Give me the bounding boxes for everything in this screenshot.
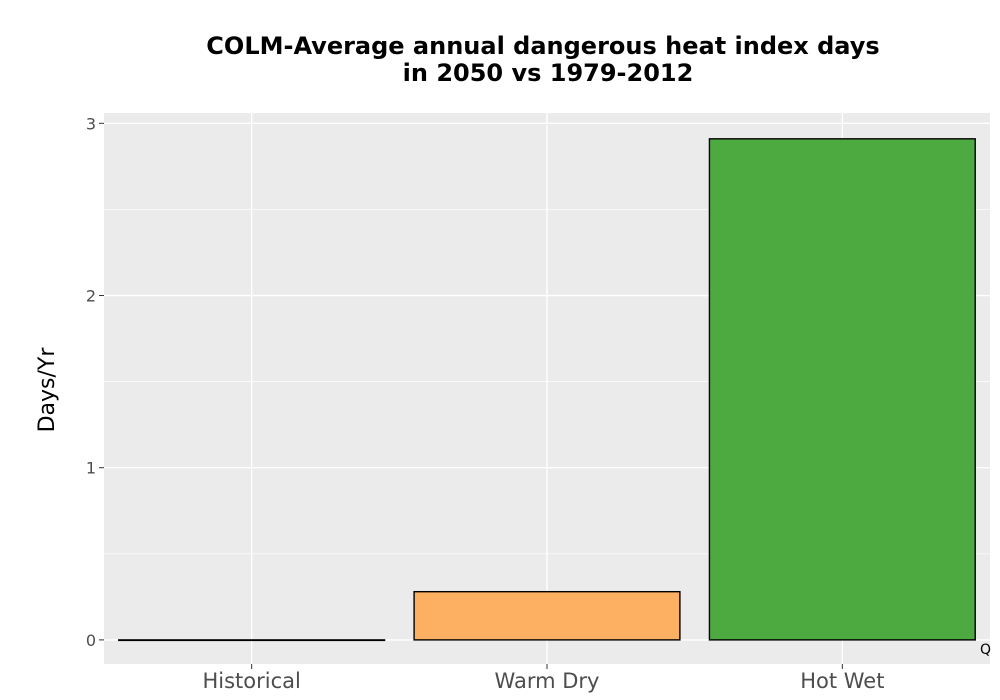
- x-tick-label: Hot Wet: [800, 669, 884, 693]
- x-tick-label: Warm Dry: [495, 669, 600, 693]
- y-tick-label: 3: [86, 114, 96, 133]
- y-tick-label: 0: [86, 631, 96, 650]
- y-axis-ticks: 0 1 2 3: [86, 114, 104, 650]
- y-tick-label: 1: [86, 459, 96, 478]
- y-axis-title: Days/Yr: [35, 347, 60, 433]
- bar-warm-dry: [413, 590, 681, 641]
- corner-note: Q: [980, 642, 991, 658]
- x-tick-label: Historical: [202, 669, 300, 693]
- chart-title-line-2: in 2050 vs 1979-2012: [403, 59, 694, 87]
- bar-hot-wet: [708, 138, 976, 641]
- bar-historical: [118, 639, 386, 642]
- chart-title-line-1: COLM-Average annual dangerous heat index…: [206, 32, 879, 60]
- bars: [118, 138, 976, 642]
- x-axis-ticks: Historical Warm Dry Hot Wet: [202, 664, 884, 693]
- y-tick-label: 2: [86, 287, 96, 306]
